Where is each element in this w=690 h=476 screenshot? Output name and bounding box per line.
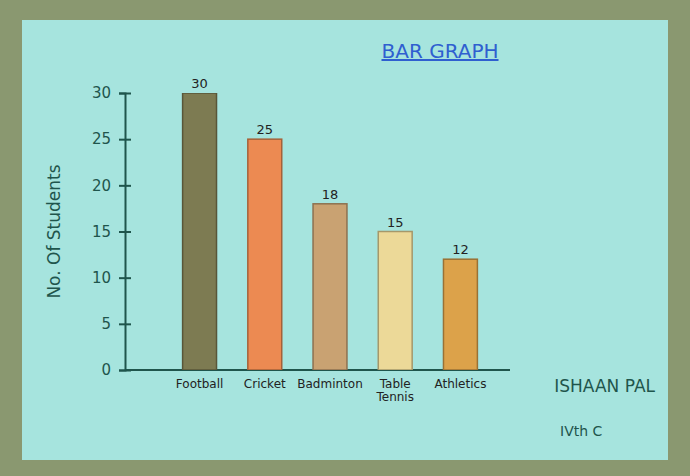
- bar: [443, 259, 477, 370]
- bar: [248, 139, 282, 370]
- y-tick-mark: [119, 231, 131, 233]
- bar: [183, 93, 217, 370]
- data-label: 12: [452, 242, 469, 257]
- y-tick: 30: [92, 84, 131, 102]
- y-tick-label: 25: [92, 130, 111, 148]
- background: [0, 0, 690, 476]
- data-label: 30: [191, 76, 208, 91]
- y-tick-label: 20: [92, 177, 111, 195]
- data-label: 25: [257, 122, 274, 137]
- y-tick-mark: [119, 323, 131, 325]
- x-tick: Athletics: [434, 377, 486, 391]
- chart: BAR GRAPH No. Of Students 0 5 10 15 20 25 30 Foot…: [0, 0, 690, 476]
- y-tick-mark: [119, 139, 131, 141]
- annotations: ISHAAN PAL IVth C: [554, 376, 655, 439]
- y-tick: 10: [92, 269, 131, 287]
- data-labels: 30 25 18 15 12: [191, 76, 468, 257]
- x-tick-label-line: Table: [379, 377, 411, 391]
- y-tick: 5: [101, 315, 131, 333]
- y-tick-mark: [119, 277, 131, 279]
- annotation: ISHAAN PAL: [554, 376, 655, 396]
- y-tick-label: 0: [101, 361, 111, 379]
- y-tick-label: 5: [101, 315, 111, 333]
- y-tick: 20: [92, 177, 131, 195]
- x-tick-label: Athletics: [434, 377, 486, 391]
- y-tick: 25: [92, 130, 131, 148]
- bar: [313, 204, 347, 370]
- x-axis: Football Cricket Badminton TableTennis Athle…: [125, 370, 510, 404]
- bars: [183, 93, 478, 370]
- y-tick-label: 15: [92, 223, 111, 241]
- card: [22, 20, 668, 460]
- x-tick-label: TableTennis: [375, 377, 413, 405]
- y-tick-label: 30: [92, 84, 111, 102]
- x-tick-label: Badminton: [297, 377, 362, 391]
- x-tick: Badminton: [297, 377, 362, 391]
- bar: [378, 232, 412, 371]
- y-axis: 0 5 10 15 20 25 30: [92, 84, 131, 379]
- x-tick-label-line: Tennis: [375, 390, 413, 404]
- y-axis-title: No. Of Students: [44, 164, 64, 298]
- x-tick: TableTennis: [375, 377, 413, 405]
- y-tick-label: 10: [92, 269, 111, 287]
- y-tick-mark: [119, 185, 131, 187]
- title: BAR GRAPH: [381, 39, 498, 63]
- data-label: 18: [322, 187, 339, 202]
- annotation: IVth C: [560, 423, 603, 439]
- y-tick: 15: [92, 223, 131, 241]
- y-tick-mark: [119, 93, 131, 95]
- data-label: 15: [387, 215, 404, 230]
- x-tick: Cricket: [244, 377, 286, 391]
- x-tick-label: Cricket: [244, 377, 286, 391]
- x-tick: Football: [176, 377, 224, 391]
- x-tick-label: Football: [176, 377, 224, 391]
